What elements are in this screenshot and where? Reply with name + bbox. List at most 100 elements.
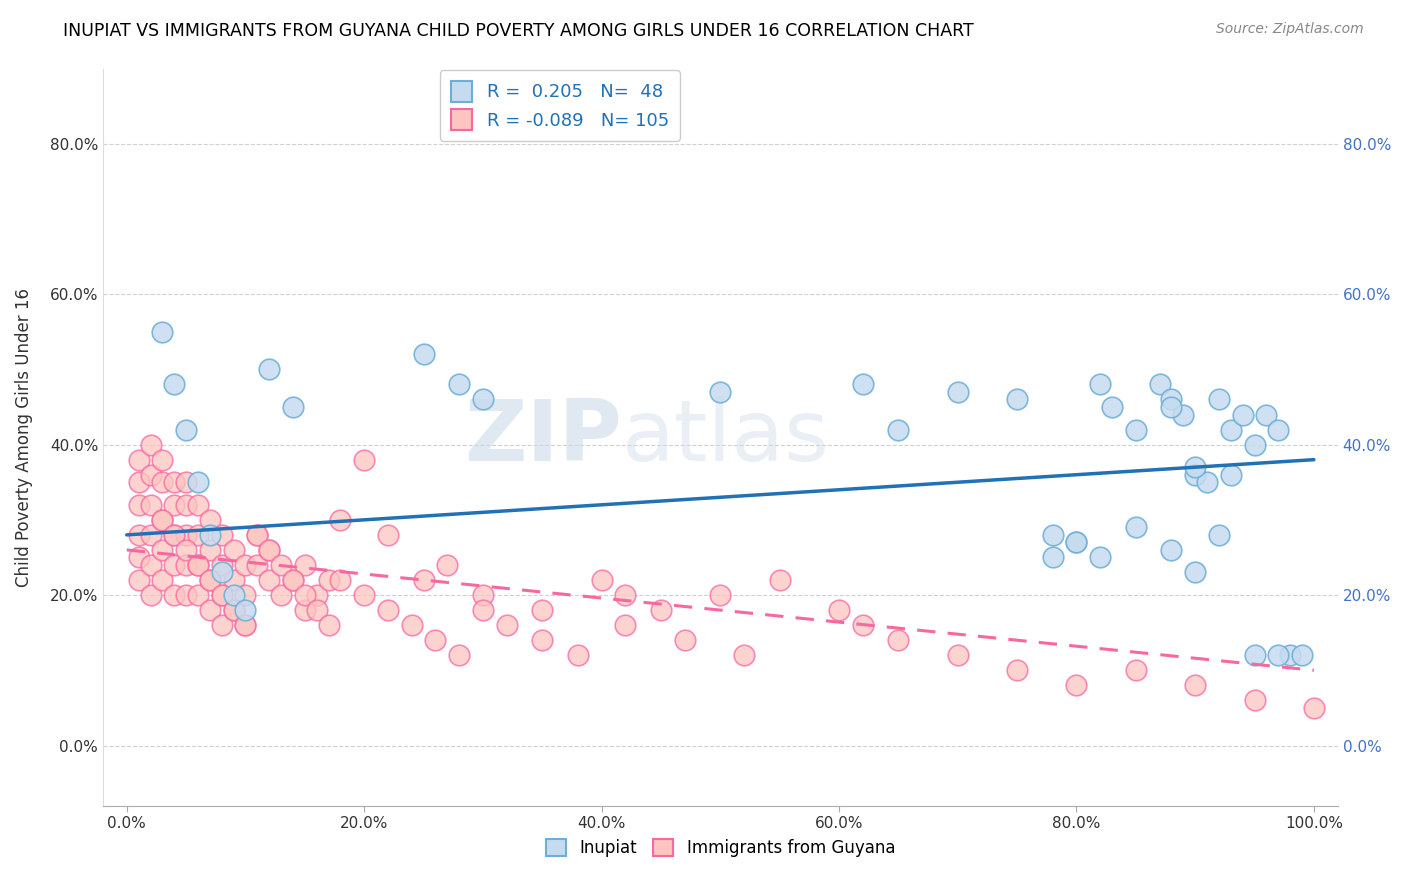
Point bbox=[828, 603, 851, 617]
Text: ZIP: ZIP bbox=[464, 395, 621, 479]
Point bbox=[294, 603, 316, 617]
Point bbox=[128, 528, 150, 542]
Point bbox=[1005, 663, 1028, 677]
Point bbox=[235, 618, 257, 632]
Point bbox=[1243, 437, 1265, 451]
Point bbox=[174, 543, 197, 558]
Point bbox=[946, 384, 969, 399]
Point bbox=[531, 603, 554, 617]
Point bbox=[614, 588, 637, 602]
Point bbox=[1160, 400, 1182, 414]
Point bbox=[150, 513, 173, 527]
Point bbox=[1005, 392, 1028, 407]
Point bbox=[163, 498, 186, 512]
Text: atlas: atlas bbox=[621, 395, 830, 479]
Point bbox=[128, 475, 150, 490]
Point bbox=[412, 347, 434, 361]
Point bbox=[449, 377, 471, 392]
Point bbox=[198, 528, 221, 542]
Point bbox=[1184, 460, 1206, 475]
Point bbox=[222, 603, 245, 617]
Point bbox=[257, 543, 280, 558]
Point bbox=[318, 618, 340, 632]
Point bbox=[709, 588, 731, 602]
Point bbox=[1101, 400, 1123, 414]
Point bbox=[163, 558, 186, 572]
Point bbox=[329, 513, 352, 527]
Point bbox=[198, 543, 221, 558]
Point bbox=[235, 618, 257, 632]
Point bbox=[305, 603, 328, 617]
Point bbox=[471, 588, 494, 602]
Point bbox=[187, 588, 209, 602]
Point bbox=[235, 603, 257, 617]
Point bbox=[211, 558, 233, 572]
Point bbox=[449, 648, 471, 663]
Point bbox=[281, 573, 304, 587]
Point bbox=[187, 558, 209, 572]
Point bbox=[174, 558, 197, 572]
Point bbox=[139, 528, 162, 542]
Point bbox=[211, 588, 233, 602]
Point bbox=[1243, 693, 1265, 707]
Point bbox=[1160, 543, 1182, 558]
Point bbox=[887, 423, 910, 437]
Point bbox=[852, 377, 875, 392]
Point bbox=[211, 588, 233, 602]
Point bbox=[198, 573, 221, 587]
Point bbox=[174, 498, 197, 512]
Point bbox=[471, 392, 494, 407]
Text: Source: ZipAtlas.com: Source: ZipAtlas.com bbox=[1216, 22, 1364, 37]
Point bbox=[198, 513, 221, 527]
Point bbox=[1208, 392, 1230, 407]
Point bbox=[1090, 377, 1112, 392]
Point bbox=[412, 573, 434, 587]
Point bbox=[211, 618, 233, 632]
Point bbox=[377, 603, 399, 617]
Legend: Inupiat, Immigrants from Guyana: Inupiat, Immigrants from Guyana bbox=[538, 832, 901, 863]
Point bbox=[353, 588, 375, 602]
Point bbox=[174, 588, 197, 602]
Point bbox=[257, 362, 280, 376]
Point bbox=[1291, 648, 1313, 663]
Point bbox=[531, 633, 554, 648]
Point bbox=[222, 603, 245, 617]
Point bbox=[174, 423, 197, 437]
Point bbox=[246, 558, 269, 572]
Point bbox=[401, 618, 423, 632]
Point bbox=[222, 588, 245, 602]
Point bbox=[222, 543, 245, 558]
Point bbox=[139, 437, 162, 451]
Point bbox=[1243, 648, 1265, 663]
Point bbox=[270, 588, 292, 602]
Point bbox=[1302, 701, 1324, 715]
Point bbox=[1232, 408, 1254, 422]
Text: INUPIAT VS IMMIGRANTS FROM GUYANA CHILD POVERTY AMONG GIRLS UNDER 16 CORRELATION: INUPIAT VS IMMIGRANTS FROM GUYANA CHILD … bbox=[63, 22, 974, 40]
Point bbox=[1125, 520, 1147, 534]
Point bbox=[1184, 678, 1206, 692]
Point bbox=[187, 528, 209, 542]
Point bbox=[198, 573, 221, 587]
Point bbox=[1184, 467, 1206, 482]
Point bbox=[128, 550, 150, 565]
Point bbox=[1208, 528, 1230, 542]
Point bbox=[733, 648, 755, 663]
Point bbox=[1066, 535, 1088, 549]
Point bbox=[1042, 528, 1064, 542]
Point bbox=[257, 543, 280, 558]
Point bbox=[769, 573, 792, 587]
Point bbox=[198, 603, 221, 617]
Point bbox=[150, 325, 173, 339]
Point bbox=[425, 633, 447, 648]
Point bbox=[1149, 377, 1171, 392]
Point bbox=[150, 475, 173, 490]
Point bbox=[1219, 423, 1241, 437]
Point bbox=[281, 400, 304, 414]
Point bbox=[139, 588, 162, 602]
Point bbox=[377, 528, 399, 542]
Point bbox=[187, 558, 209, 572]
Point bbox=[128, 498, 150, 512]
Point bbox=[591, 573, 613, 587]
Point bbox=[887, 633, 910, 648]
Point bbox=[1042, 550, 1064, 565]
